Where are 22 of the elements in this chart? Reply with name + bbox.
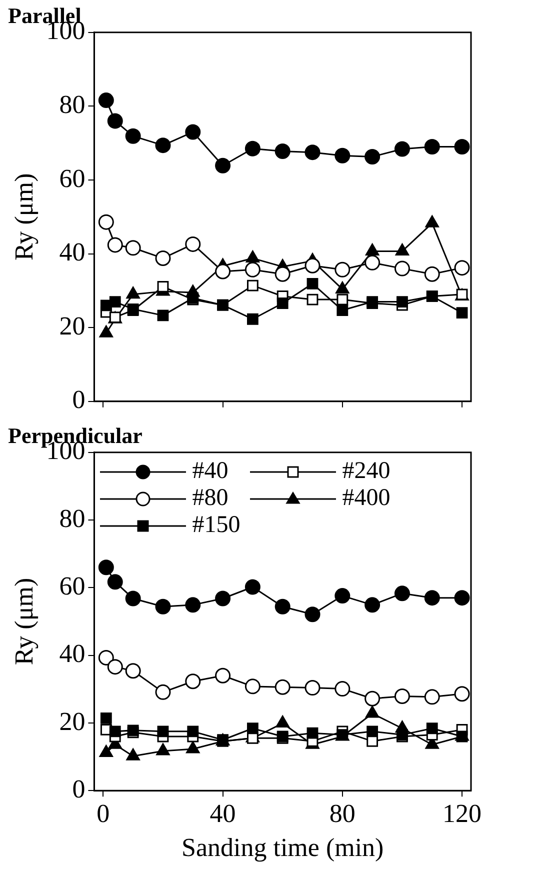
x-tick-label: 0: [96, 799, 110, 828]
legend-label: #80: [192, 485, 228, 512]
x-tick-label: 80: [329, 799, 356, 828]
y-tick-label: 80: [59, 90, 86, 120]
y-axis-title: Ry (μm): [9, 173, 38, 261]
legend-label: #240: [342, 458, 390, 486]
x-tick-label: 40: [210, 799, 236, 828]
y-tick-label: 20: [59, 706, 86, 736]
y-tick-label: 60: [59, 164, 86, 193]
y-tick-label: 80: [59, 504, 86, 533]
y-tick-label: 0: [72, 385, 86, 414]
y-axis-title: Ry (μm): [9, 578, 38, 666]
y-tick-label: 60: [59, 572, 86, 601]
y-tick-label: 40: [59, 639, 86, 668]
legend-label: #150: [192, 512, 240, 540]
y-tick-label: 0: [72, 774, 86, 804]
legend-label: #40: [192, 458, 228, 486]
x-axis-title: Sanding time (min): [182, 833, 384, 862]
y-tick-label: 20: [59, 311, 86, 340]
x-tick-label: 120: [442, 799, 482, 828]
y-tick-label: 40: [59, 238, 86, 267]
legend-label: #400: [342, 485, 390, 512]
